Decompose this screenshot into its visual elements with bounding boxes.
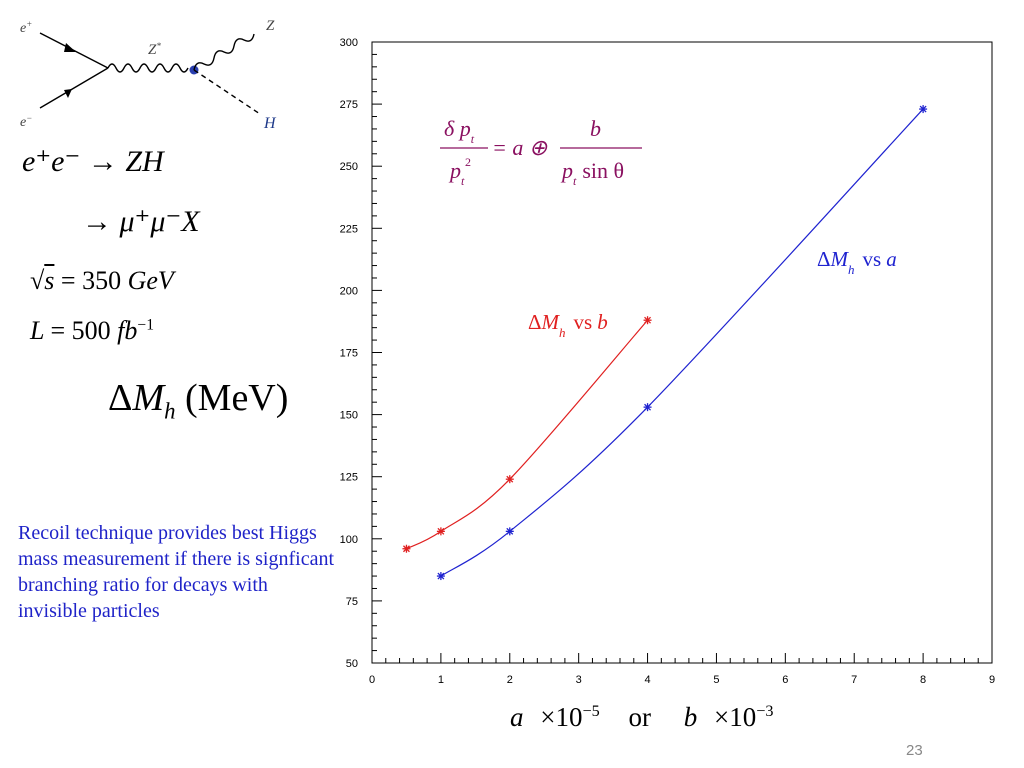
- arrow: →: [87, 145, 118, 178]
- lumi-unit: fb: [117, 316, 138, 345]
- x-tick-label: 5: [713, 674, 719, 686]
- arrow: →: [82, 205, 112, 238]
- formula-num-right: b: [590, 116, 601, 141]
- energy-equation: √s = 350 GeV: [30, 266, 174, 296]
- data-point-b: [643, 316, 652, 325]
- y-tick-label: 300: [340, 37, 358, 49]
- data-point-b: [436, 527, 445, 536]
- formula-den-left: pt: [448, 158, 465, 188]
- y-tick-label: 150: [340, 410, 358, 422]
- lumi-value: = 500: [50, 316, 111, 345]
- final-state: ZH: [125, 145, 164, 178]
- process-equation-1: e⁺e⁻ → ZH: [22, 144, 164, 179]
- lumi-exponent: −1: [137, 316, 154, 334]
- y-subscript: h: [164, 398, 176, 424]
- y-tick-label: 100: [340, 534, 358, 546]
- x-tick-label: 2: [507, 674, 513, 686]
- axis-ticks: 0 1 2 3 4 5 6 7 8 9 50 75 100 125 150 175 200 225 250 275 30…: [340, 37, 995, 686]
- resolution-formula: δ pt pt 2 = a ⊕ b pt sin θ: [440, 116, 642, 188]
- energy-unit: GeV: [127, 266, 174, 295]
- y-tick-label: 225: [340, 223, 358, 235]
- x-tick-label: 6: [782, 674, 788, 686]
- series-label-b: ΔMh vs b: [528, 310, 608, 340]
- x-var-a: a: [510, 702, 524, 732]
- energy-symbol: s: [44, 266, 55, 295]
- higgs-line: [193, 69, 261, 115]
- formula-mid: = a ⊕: [492, 135, 548, 160]
- initial-state: e⁺e⁻: [22, 145, 81, 178]
- series-line-b: [406, 319, 649, 550]
- y-axis-title: ΔMh (MeV): [108, 376, 288, 425]
- data-point-a: [436, 572, 445, 581]
- x-var-b: b: [683, 702, 698, 732]
- zstar-propagator: [107, 63, 189, 73]
- y-tick-label: 200: [340, 285, 358, 297]
- decay-state: μ⁺μ⁻X: [119, 205, 200, 238]
- series-label-a: ΔMh vs a: [817, 247, 897, 277]
- x-mult-b: ×10: [713, 702, 757, 732]
- x-exp-a: −5: [582, 702, 600, 720]
- process-equation-2: → μ⁺μ⁻X: [82, 204, 200, 239]
- resolution-chart: 0 1 2 3 4 5 6 7 8 9 50 75 100 125 150 175 200 225 250 275 30…: [340, 37, 995, 686]
- x-tick-label: 0: [369, 674, 375, 686]
- y-delta: Δ: [108, 377, 133, 419]
- slide-number: 23: [906, 742, 923, 759]
- x-tick-label: 1: [438, 674, 444, 686]
- y-tick-label: 50: [346, 658, 358, 670]
- data-point-b: [402, 544, 411, 553]
- luminosity-equation: L = 500 fb−1: [30, 316, 154, 346]
- y-tick-label: 275: [340, 99, 358, 111]
- feynman-diagram: e+ e− Z* Z H: [20, 18, 277, 132]
- y-symbol: M: [132, 377, 165, 419]
- electron-minus-line: [39, 67, 109, 109]
- x-tick-label: 4: [644, 674, 650, 686]
- y-tick-label: 175: [340, 348, 358, 360]
- label-z: Z: [266, 18, 275, 34]
- formula-num-left: δ pt: [444, 116, 475, 146]
- z-boson-line: [193, 33, 255, 71]
- electron-plus-arrow: [64, 43, 76, 52]
- data-point-b: [505, 475, 514, 484]
- x-tick-label: 9: [989, 674, 995, 686]
- x-tick-label: 8: [920, 674, 926, 686]
- series-line-a: [440, 108, 924, 577]
- lumi-symbol: L: [30, 316, 44, 345]
- formula-den-left-sup: 2: [465, 155, 471, 169]
- x-tick-label: 7: [851, 674, 857, 686]
- data-point-a: [919, 105, 928, 114]
- sqrt-sign: √: [30, 266, 45, 295]
- label-h: H: [263, 115, 277, 132]
- y-tick-label: 250: [340, 161, 358, 173]
- data-point-a: [643, 403, 652, 412]
- x-tick-label: 3: [576, 674, 582, 686]
- y-tick-label: 75: [346, 596, 358, 608]
- formula-den-right: pt sin θ: [560, 158, 624, 188]
- energy-value: = 350: [60, 266, 122, 295]
- x-axis-title: a ×10−5 or b ×10−3: [510, 702, 773, 733]
- data-point-a: [505, 527, 514, 536]
- electron-minus-arrow: [64, 89, 72, 98]
- recoil-note: Recoil technique provides best Higgs mas…: [18, 522, 335, 622]
- y-unit: (MeV): [185, 377, 289, 419]
- series-group: [402, 105, 928, 581]
- x-exp-b: −3: [756, 702, 774, 720]
- x-mult-a: ×10: [540, 702, 583, 732]
- y-tick-label: 125: [340, 472, 358, 484]
- x-or: or: [628, 702, 651, 732]
